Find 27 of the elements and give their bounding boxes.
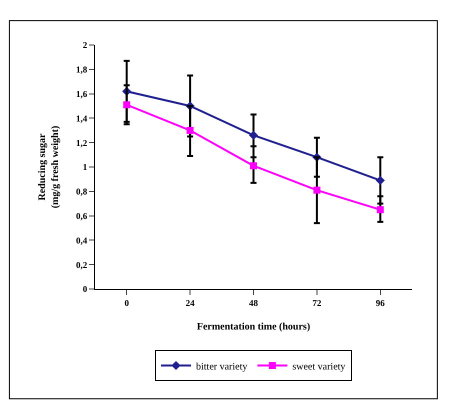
y-tick-label: 0,2 [76, 260, 88, 270]
y-tick-label: 2 [82, 40, 88, 50]
x-tick-label: 96 [376, 298, 386, 308]
y-tick-label: 0 [82, 284, 88, 294]
x-tick-label: 48 [249, 298, 258, 308]
x-tick-label: 72 [312, 298, 322, 308]
y-tick-label: 0,6 [76, 210, 88, 221]
point [376, 176, 385, 185]
y-axis-title: Reducing sugar (mg/g fresh weight) [36, 126, 61, 208]
y-tick-label: 1 [82, 162, 88, 172]
y-tick-label: 1,8 [76, 64, 88, 75]
point [248, 130, 258, 140]
y-tick-label: 1,6 [76, 88, 88, 99]
x-tick-label: 24 [186, 298, 196, 308]
point [123, 101, 130, 108]
point [250, 162, 257, 170]
legend-label: sweet variety [292, 361, 346, 372]
y-tick-label: 0,8 [76, 186, 88, 197]
point [186, 126, 194, 134]
x-axis-title: Fermentation time (hours) [196, 321, 310, 332]
y-tick-label: 0,4 [76, 235, 88, 246]
point [313, 186, 320, 194]
x-tick-label: 0 [124, 298, 130, 308]
point [376, 206, 384, 214]
y-tick-label: 1,4 [76, 113, 88, 124]
y-tick-label: 1,2 [76, 138, 88, 148]
legend-label: bitter variety [196, 361, 248, 372]
